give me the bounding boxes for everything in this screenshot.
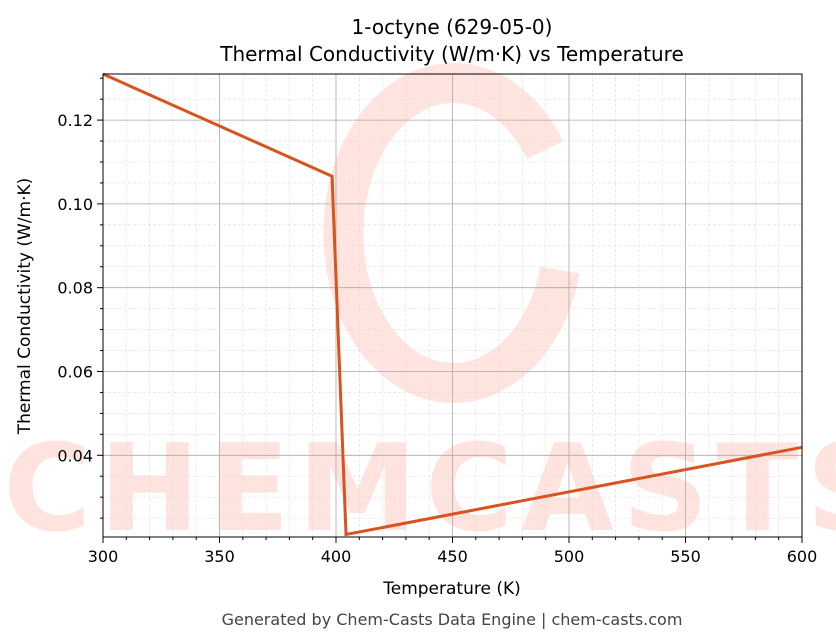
- chart-title: 1-octyne (629-05-0): [352, 15, 553, 39]
- watermark-logo-arc: [323, 63, 580, 403]
- watermark: CHEMCASTS: [3, 63, 836, 559]
- x-tick-label: 450: [437, 547, 468, 566]
- y-tick-label: 0.10: [57, 195, 93, 214]
- x-axis-label: Temperature (K): [382, 579, 521, 599]
- chart-subtitle: Thermal Conductivity (W/m·K) vs Temperat…: [219, 42, 684, 66]
- y-tick-label: 0.04: [57, 446, 93, 465]
- y-tick-label: 0.08: [57, 279, 93, 298]
- x-tick-label: 350: [204, 547, 235, 566]
- y-tick-label: 0.12: [57, 111, 93, 130]
- x-tick-label: 500: [554, 547, 585, 566]
- x-tick-label: 600: [787, 547, 818, 566]
- x-tick-label: 400: [321, 547, 352, 566]
- plot-frame: [102, 73, 803, 538]
- x-tick-label: 300: [88, 547, 119, 566]
- y-axis-label: Thermal Conductivity (W/m·K): [15, 178, 35, 436]
- x-tick-label: 550: [670, 547, 701, 566]
- series-line: [102, 72, 803, 537]
- y-tick-label: 0.06: [57, 362, 93, 381]
- watermark-text: CHEMCASTS: [3, 420, 836, 559]
- footer-credit: Generated by Chem-Casts Data Engine | ch…: [222, 610, 683, 629]
